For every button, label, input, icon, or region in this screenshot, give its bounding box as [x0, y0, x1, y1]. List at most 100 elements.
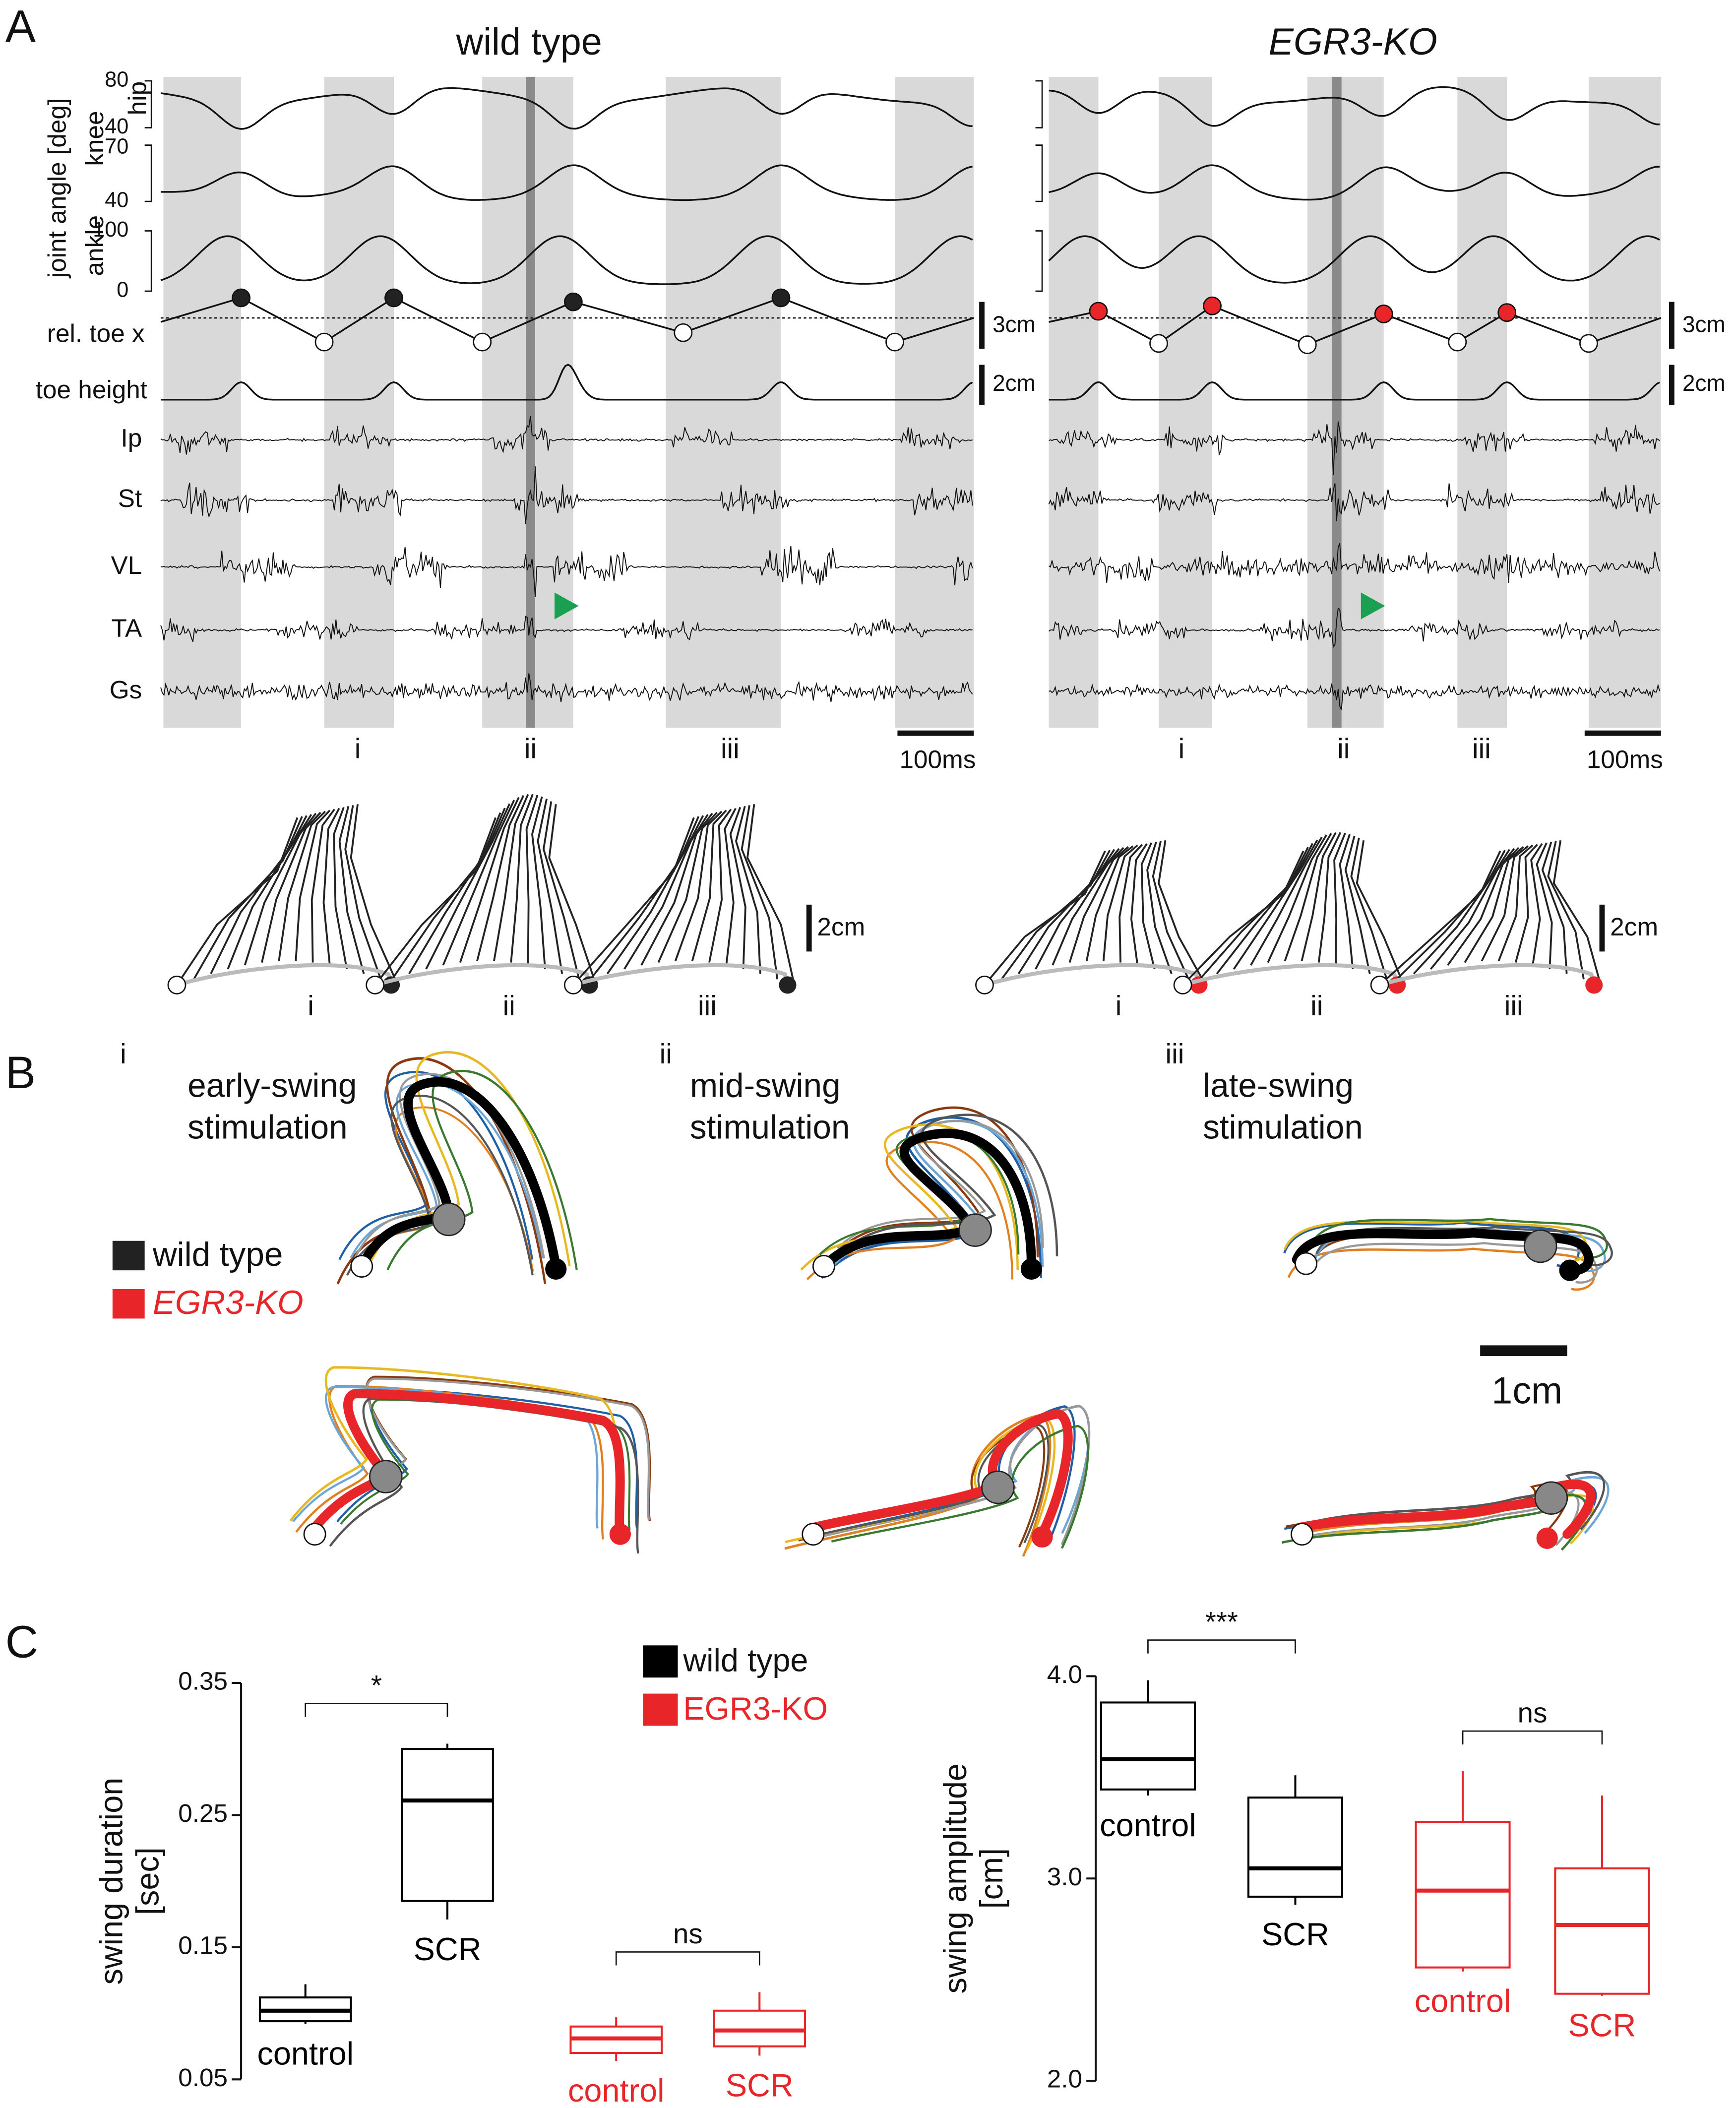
emg-trace — [160, 546, 973, 597]
angle-axis — [1035, 144, 1043, 202]
stimulation-marker — [1332, 76, 1342, 728]
stick — [333, 806, 348, 970]
category-label: SCR — [414, 1931, 482, 1967]
toe-path — [374, 963, 592, 987]
trial-trajectory — [346, 1095, 534, 1276]
end-marker — [1559, 1259, 1581, 1281]
stimulus-marker — [958, 1213, 992, 1247]
stick — [1146, 841, 1173, 974]
ankle-trace — [1048, 235, 1660, 284]
emg-trace — [1049, 607, 1660, 648]
start-marker — [1291, 1523, 1313, 1546]
significance-bracket — [1462, 1730, 1603, 1745]
significance-label: ns — [1518, 1698, 1548, 1729]
y-tick-label: 0.25 — [178, 1799, 228, 1827]
condition-name: mid-swing — [690, 1067, 841, 1105]
phase-label: i — [1178, 733, 1185, 764]
column-title: wild type — [456, 21, 602, 63]
row-label: TA — [112, 614, 143, 642]
stimulus-marker — [1523, 1229, 1557, 1263]
stick-figure — [975, 840, 1208, 994]
condition-label: ii — [660, 1039, 672, 1070]
stick — [589, 816, 700, 980]
stick-figure — [366, 794, 598, 994]
panel-label: C — [5, 1617, 38, 1668]
significance-label: ns — [673, 1919, 703, 1950]
stimulus-marker — [432, 1202, 466, 1237]
emg-trace — [1049, 683, 1660, 710]
stick — [193, 816, 303, 980]
swing-band — [895, 76, 974, 728]
significance-bracket — [1147, 1639, 1296, 1654]
toe-front-marker — [1203, 296, 1222, 315]
y-axis-label: swing duration — [93, 1778, 129, 1985]
trial-trajectory — [821, 1116, 1042, 1279]
stick — [344, 805, 382, 980]
scale-label: 100ms — [1587, 745, 1663, 773]
trial-trajectory — [806, 1141, 1014, 1281]
legend-swatch — [112, 1240, 145, 1271]
significance-label: *** — [1205, 1607, 1238, 1638]
category-label: SCR — [726, 2067, 794, 2103]
scale-label: 3cm — [992, 311, 1036, 337]
start-marker — [1295, 1252, 1318, 1275]
toe-front-marker — [1497, 303, 1517, 322]
y-axis-label: [cm] — [973, 1848, 1009, 1909]
stick — [1464, 846, 1524, 963]
stick — [623, 814, 709, 970]
stick — [1102, 844, 1138, 961]
legend-swatch — [643, 1645, 678, 1678]
category-label: SCR — [1261, 1916, 1329, 1952]
stick — [1317, 832, 1342, 963]
stick — [1547, 841, 1585, 980]
trial-trajectory — [784, 1414, 1052, 1557]
stick — [1514, 844, 1538, 963]
toe-x-trace — [160, 297, 974, 343]
emg-trace — [1049, 421, 1660, 475]
stick — [442, 800, 515, 966]
stimulus-marker — [1534, 1481, 1568, 1515]
legend-label: wild type — [682, 1642, 808, 1678]
scale-label: 100ms — [899, 745, 976, 773]
stick — [1140, 842, 1156, 970]
toe-back-marker — [1370, 976, 1389, 994]
stick — [1000, 850, 1111, 980]
trajectory-group — [800, 1106, 1058, 1281]
trial-trajectory — [836, 1114, 1058, 1257]
toe-path — [1182, 963, 1399, 987]
y-tick-label: 3.0 — [1047, 1862, 1082, 1891]
stick — [1536, 842, 1553, 969]
stick — [1396, 850, 1506, 980]
condition-name: stimulation — [690, 1109, 850, 1146]
end-marker — [1536, 1527, 1558, 1549]
row-label: toe height — [36, 375, 147, 404]
stimulus-marker — [369, 1460, 403, 1493]
condition-name: early-swing — [187, 1067, 357, 1105]
stick — [295, 809, 331, 961]
category-label: control — [568, 2072, 665, 2108]
stick — [374, 817, 496, 986]
stick — [1552, 840, 1602, 986]
stick — [531, 796, 546, 969]
toe-path — [572, 963, 790, 987]
hip-trace — [1049, 86, 1660, 127]
knee-trace — [1049, 164, 1660, 201]
toe-path — [176, 963, 393, 987]
stick-figure — [167, 804, 400, 994]
stick — [1541, 841, 1568, 974]
toe-height-trace — [1049, 381, 1660, 401]
trial-trajectory — [811, 1424, 1050, 1544]
stick — [735, 806, 761, 974]
stick — [1284, 833, 1332, 962]
stick — [350, 804, 399, 986]
category-label: control — [257, 2035, 354, 2071]
legend-label: EGR3-KO — [153, 1284, 304, 1321]
row-label: joint angle [deg] — [43, 98, 71, 279]
row-label: knee — [80, 111, 109, 166]
toe-front-marker — [1585, 976, 1603, 994]
toe-back-marker — [314, 332, 334, 352]
row-label: Ip — [121, 424, 142, 452]
scale-label: 3cm — [1682, 311, 1726, 337]
stick-label: i — [308, 991, 314, 1022]
